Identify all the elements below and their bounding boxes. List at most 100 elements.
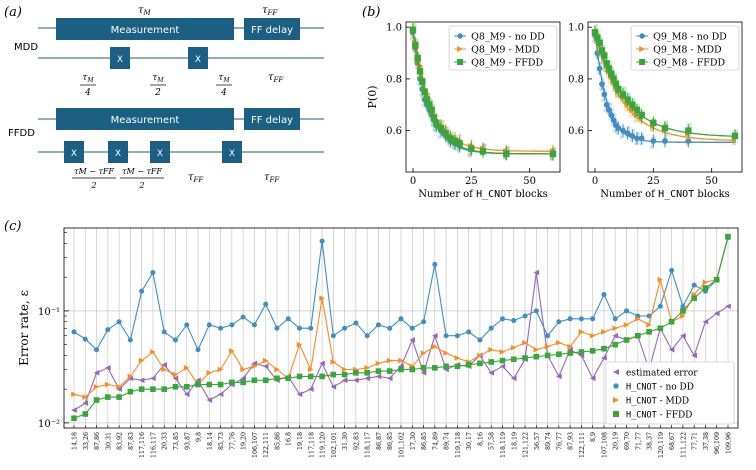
data-point (307, 386, 314, 392)
data-point (646, 329, 652, 335)
error-rate-plot: 10⁻² 10⁻¹ Error rate, ε 14,18 33,26 87,86 30,3… (17, 227, 739, 458)
x-tick-label: 56,57 (534, 432, 541, 450)
data-point (522, 355, 528, 361)
legend-marker (613, 383, 619, 389)
data-point (364, 365, 370, 371)
raw-shot-point (418, 85, 424, 91)
data-point (691, 295, 697, 301)
mdd-ff-delay-label: FF delay (251, 25, 293, 36)
data-point (596, 39, 603, 46)
data-point (139, 288, 145, 294)
legend-entry: H_CNOT - no DD (626, 383, 694, 393)
data-point (511, 318, 517, 324)
data-point (510, 375, 517, 382)
data-point (412, 42, 419, 49)
y-tick-label: 0.6 (386, 126, 402, 137)
raw-shot-point (428, 112, 433, 117)
raw-shot-point (600, 44, 605, 49)
data-point (419, 78, 426, 85)
data-point (606, 107, 612, 113)
ffdd-x-pulse-4 (222, 141, 242, 163)
mdd-x-label-2: X (195, 55, 201, 65)
data-point (589, 375, 596, 382)
data-point (533, 346, 540, 353)
svg-text:4: 4 (220, 88, 227, 98)
x-tick-label: 68,67 (669, 432, 676, 450)
data-point (503, 150, 510, 158)
data-point (398, 366, 404, 373)
x-tick-label: 37,38 (703, 432, 710, 450)
x-tick-label: 17,30 (410, 432, 417, 450)
data-point (71, 415, 77, 422)
x-tick-label: 117,116 (139, 432, 146, 458)
data-point (650, 138, 657, 144)
raw-shot-point (649, 127, 655, 132)
data-point (488, 359, 495, 365)
data-point (610, 117, 617, 124)
data-point (545, 333, 551, 339)
data-point (477, 352, 483, 359)
x-tick-label: 71,77 (635, 432, 642, 450)
data-point (296, 341, 303, 348)
data-point (610, 75, 617, 83)
x-tick-label: 50 (523, 176, 536, 187)
data-point (364, 333, 370, 339)
legend-box (630, 25, 740, 71)
raw-shot-point (605, 73, 611, 79)
x-tick-label: 31,30 (342, 432, 349, 450)
data-point (634, 332, 641, 339)
data-point (725, 303, 731, 310)
data-point (416, 67, 424, 75)
data-point (217, 391, 224, 398)
data-point (499, 363, 506, 370)
data-point (601, 292, 607, 298)
data-point (598, 47, 606, 54)
data-point (442, 130, 449, 137)
x-tick-label: 19,18 (297, 432, 304, 450)
raw-shot-point (481, 143, 487, 149)
data-point (420, 350, 427, 356)
legend-marker (457, 46, 464, 52)
data-point (479, 148, 487, 155)
ffdd-x-label-3: X (157, 149, 163, 159)
data-point (594, 50, 601, 56)
data-point (702, 318, 709, 325)
y-tick-label: 0.6 (568, 126, 584, 137)
raw-shot-point (610, 81, 615, 86)
data-point (599, 81, 605, 87)
data-point (668, 346, 675, 353)
svg-text:2: 2 (138, 181, 144, 190)
x-tick-label: 77,76 (229, 432, 236, 450)
raw-shot-point (444, 126, 449, 131)
data-point (680, 332, 686, 339)
mdd-frac-quarter-1: τM 4 (80, 73, 96, 98)
raw-shot-point (638, 118, 643, 123)
raw-shot-point (615, 93, 620, 99)
ffdd-x-label-1: X (71, 149, 77, 159)
data-point (307, 366, 314, 373)
panel-a: (a) Measurement FF delay τM τFF MDD X X … (4, 5, 324, 190)
data-point (731, 132, 739, 139)
x-tick-label: 86,85 (387, 432, 394, 450)
x-tick-label: 18,19 (511, 432, 518, 450)
svg-text:τM: τM (218, 73, 230, 84)
data-point (386, 375, 393, 382)
x-axis-label-code: H_CNOT (476, 189, 512, 200)
raw-shot-point (631, 97, 636, 103)
y-tick-label: 0.8 (386, 74, 402, 85)
raw-shot-point (467, 152, 473, 158)
legend-marker (457, 59, 464, 65)
x-tick-label: 16,8 (286, 432, 293, 446)
x-axis-label-code: H_CNOT (658, 189, 694, 200)
x-tick-label: 86,85 (421, 432, 428, 450)
x-tick-label: 69,70 (624, 432, 631, 450)
data-point (477, 337, 483, 343)
x-tick-label: 0 (592, 176, 598, 187)
data-point (94, 347, 100, 353)
data-point (488, 346, 495, 353)
data-point (657, 276, 664, 283)
data-point (82, 394, 89, 400)
ffdd-row-label: FFDD (8, 128, 35, 139)
data-point (646, 313, 652, 319)
legend-entry: H_CNOT - MDD (626, 397, 689, 407)
